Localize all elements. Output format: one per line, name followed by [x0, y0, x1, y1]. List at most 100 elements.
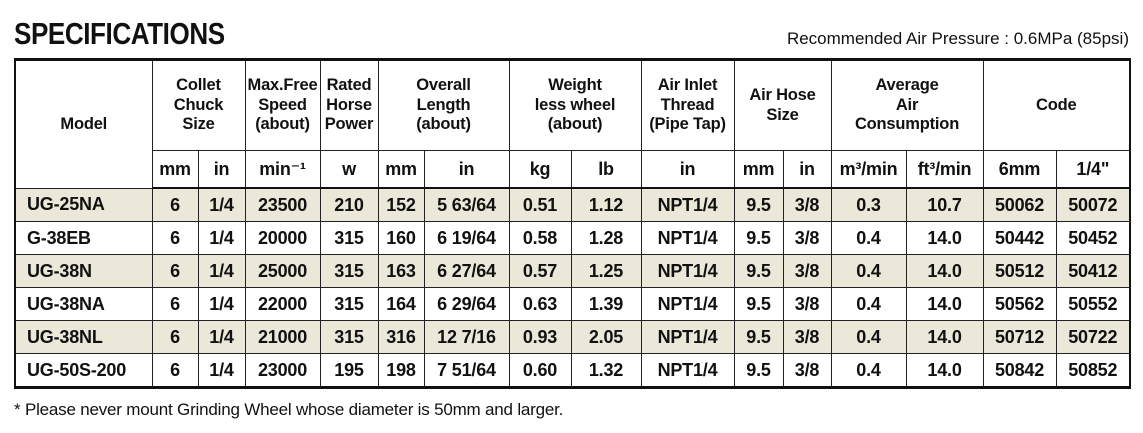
- cell: 50852: [1055, 353, 1131, 388]
- cell: 152: [377, 187, 425, 222]
- cell: 0.4: [830, 287, 907, 321]
- cell: 195: [319, 353, 379, 388]
- cell: 14.0: [905, 221, 984, 255]
- cell: 50842: [982, 353, 1057, 388]
- cell: 50562: [982, 287, 1057, 321]
- table-row: G-38EB 6 1/4 20000 315 160 6 19/64 0.58 …: [14, 221, 1131, 255]
- page-title: SPECIFICATIONS: [14, 16, 225, 51]
- cell: 316: [377, 320, 425, 354]
- cell: 6: [151, 254, 199, 288]
- air-pressure-note: Recommended Air Pressure : 0.6MPa (85psi…: [786, 29, 1129, 48]
- cell: 3/8: [782, 287, 832, 321]
- cell: 9.5: [733, 254, 784, 288]
- cell: 3/8: [782, 353, 832, 388]
- col-header-air-hose-size: Air Hose Size: [733, 59, 832, 151]
- cell: 50712: [982, 320, 1057, 354]
- cell: 315: [319, 254, 379, 288]
- cell: NPT1/4: [640, 287, 735, 321]
- cell: 1.12: [570, 187, 642, 222]
- col-header-max-free-speed: Max.Free Speed (about): [244, 59, 321, 151]
- unit-collet-in: in: [197, 150, 246, 189]
- unit-code-quarter-in: 1/4": [1055, 150, 1131, 189]
- unit-collet-mm: mm: [151, 150, 199, 189]
- unit-power-w: w: [319, 150, 379, 189]
- unit-hose-in: in: [782, 150, 832, 189]
- specifications-table: Model Collet Chuck Size Max.Free Speed (…: [14, 58, 1132, 389]
- unit-header-row: mm in min⁻¹ w mm in kg lb in mm in m³/mi…: [15, 150, 1131, 189]
- cell: 14.0: [905, 254, 984, 288]
- cell: 1/4: [197, 320, 246, 354]
- unit-consumption-ft3: ft³/min: [905, 150, 984, 189]
- cell: 6: [151, 320, 199, 354]
- cell: 6 19/64: [423, 221, 510, 255]
- col-header-model: Model: [14, 59, 153, 189]
- cell: 23500: [244, 187, 321, 222]
- cell: NPT1/4: [640, 187, 735, 222]
- cell: 7 51/64: [423, 353, 510, 388]
- cell: 1.39: [570, 287, 642, 321]
- cell: 0.4: [830, 320, 907, 354]
- cell: 0.57: [508, 254, 572, 288]
- unit-consumption-m3: m³/min: [830, 150, 907, 189]
- cell: 6: [151, 287, 199, 321]
- group-header-row: Model Collet Chuck Size Max.Free Speed (…: [14, 59, 1131, 189]
- cell: 9.5: [733, 320, 784, 354]
- unit-weight-kg: kg: [508, 150, 572, 189]
- cell: 14.0: [905, 287, 984, 321]
- table-row: UG-38N 6 1/4 25000 315 163 6 27/64 0.57 …: [14, 254, 1131, 288]
- cell: 0.60: [508, 353, 572, 388]
- table-row: UG-38NL 6 1/4 21000 315 316 12 7/16 0.93…: [14, 320, 1131, 354]
- cell: 1/4: [197, 353, 246, 388]
- cell: 0.3: [830, 187, 907, 222]
- cell: 0.51: [508, 187, 572, 222]
- cell: 50552: [1055, 287, 1131, 321]
- unit-weight-lb: lb: [570, 150, 642, 189]
- cell: 50512: [982, 254, 1057, 288]
- cell: 12 7/16: [423, 320, 510, 354]
- cell: 22000: [244, 287, 321, 321]
- cell: 50442: [982, 221, 1057, 255]
- cell: 0.63: [508, 287, 572, 321]
- unit-hose-mm: mm: [733, 150, 784, 189]
- cell: 3/8: [782, 221, 832, 255]
- cell: 6 29/64: [423, 287, 510, 321]
- cell: 14.0: [905, 353, 984, 388]
- cell: 315: [319, 320, 379, 354]
- cell: 1.32: [570, 353, 642, 388]
- cell: 5 63/64: [423, 187, 510, 222]
- cell: 1/4: [197, 287, 246, 321]
- cell: 315: [319, 221, 379, 255]
- table-row: UG-38NA 6 1/4 22000 315 164 6 29/64 0.63…: [14, 287, 1131, 321]
- cell: NPT1/4: [640, 221, 735, 255]
- cell: 6: [151, 353, 199, 388]
- cell: NPT1/4: [640, 254, 735, 288]
- cell: 21000: [244, 320, 321, 354]
- cell: 1/4: [197, 221, 246, 255]
- cell: 9.5: [733, 187, 784, 222]
- cell: 1/4: [197, 187, 246, 222]
- cell: 0.58: [508, 221, 572, 255]
- table-row: UG-50S-200 6 1/4 23000 195 198 7 51/64 0…: [14, 353, 1131, 388]
- cell: 50722: [1055, 320, 1131, 354]
- model-cell: UG-38NL: [14, 320, 153, 354]
- cell: 3/8: [782, 187, 832, 222]
- model-cell: G-38EB: [14, 221, 153, 255]
- cell: 20000: [244, 221, 321, 255]
- cell: 210: [319, 187, 379, 222]
- cell: 9.5: [733, 287, 784, 321]
- model-cell: UG-38N: [14, 254, 153, 288]
- cell: 10.7: [905, 187, 984, 222]
- page-header: SPECIFICATIONS Recommended Air Pressure …: [14, 12, 1129, 52]
- cell: 1/4: [197, 254, 246, 288]
- footnote: * Please never mount Grinding Wheel whos…: [14, 400, 564, 419]
- cell: 9.5: [733, 353, 784, 388]
- model-cell: UG-38NA: [14, 287, 153, 321]
- cell: 25000: [244, 254, 321, 288]
- unit-length-in: in: [423, 150, 510, 189]
- cell: 6 27/64: [423, 254, 510, 288]
- unit-speed-min: min⁻¹: [244, 150, 321, 189]
- cell: 50062: [982, 187, 1057, 222]
- cell: 9.5: [733, 221, 784, 255]
- col-header-rated-horse-power: Rated Horse Power: [319, 59, 379, 151]
